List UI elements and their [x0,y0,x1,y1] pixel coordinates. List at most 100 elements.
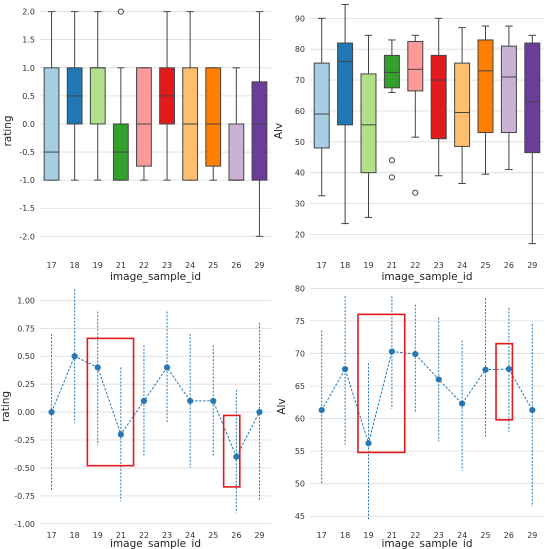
y-tick-label: 1.00 [17,296,35,305]
y-tick-label: 65 [295,382,305,391]
y-tick-label: 50 [295,480,305,489]
x-tick-label: 21 [387,261,397,270]
panel-top-left-rating-boxplot: -2.0 -1.5 -1.0 -0.5 0.0 0.5 1.0 1.5 2.0 17 18 19 21 2… [2,8,271,283]
y-tick-label: 80 [295,284,305,293]
data-point [71,353,78,360]
y-axis-label: Alv [276,398,288,414]
panel-top-right-alv-boxplot: 20 30 40 50 60 70 80 90 17 18 19 21 22 23 24 25 26 29 imag… [273,3,544,283]
y-tick-label: 0.75 [17,324,35,333]
x-tick-label: 25 [480,531,490,540]
box-22 [136,67,152,167]
x-tick-label: 25 [480,261,490,270]
box-26 [228,123,245,181]
y-axis-label: Alv [273,123,285,139]
y-tick-label: 0.25 [17,380,35,389]
x-tick-label: 18 [340,261,350,270]
x-tick-label: 19 [363,261,373,270]
x-tick-label: 22 [410,261,420,270]
outlier-point [117,8,124,15]
y-tick-label: 55 [295,447,305,456]
data-point [233,453,240,460]
x-tick-label: 24 [185,531,195,540]
box-29 [524,42,541,154]
box-21 [383,54,400,89]
x-tick-label: 29 [254,261,264,270]
x-tick-label: 29 [527,261,537,270]
data-point [529,406,536,414]
panel-bottom-right-alv-pointplot: 45 50 55 60 65 70 75 80 17 18 19 21 22 23 24 25 26 29 imag… [276,284,544,549]
y-tick-label: 0.50 [17,352,35,361]
box-29 [251,81,268,181]
x-tick-label: 25 [208,261,218,270]
x-tick-label: 17 [46,261,56,270]
y-tick-label: 0.00 [17,408,35,417]
y-tick-label: -2.0 [19,232,35,241]
data-point [140,397,148,405]
box-26 [500,45,517,134]
box-18 [337,42,354,126]
box-19 [360,73,377,174]
y-tick-label: 50 [295,138,305,147]
x-axis-label: image_sample_id [110,538,201,549]
x-tick-label: 18 [70,261,80,270]
box-22 [407,40,424,92]
x-tick-label: 29 [527,531,537,540]
data-point [388,348,395,355]
y-tick-label: 1.0 [22,64,35,73]
x-tick-label: 18 [70,531,80,540]
outlier-point [388,157,395,164]
y-tick-label: 70 [295,349,305,358]
data-point [187,397,194,405]
x-axis-label: image_sample_id [382,271,473,283]
x-tick-label: 22 [139,261,149,270]
outlier-point [388,174,395,181]
highlight-box [495,342,514,421]
box-17 [43,67,60,181]
x-tick-label: 23 [162,261,172,270]
y-tick-label: -0.75 [14,492,35,501]
y-tick-label: 1.5 [22,36,35,45]
x-tick-label: 21 [116,531,126,540]
data-point [365,440,372,447]
x-tick-label: 26 [504,261,514,270]
y-tick-label: 90 [295,14,305,23]
x-tick-label: 26 [231,261,241,270]
data-point [117,431,124,438]
y-tick-label: -0.5 [19,148,35,157]
x-tick-label: 29 [254,531,264,540]
x-tick-label: 18 [340,531,350,540]
box-23 [430,54,447,140]
x-tick-label: 19 [93,531,103,540]
box-25 [205,67,222,167]
x-tick-label: 23 [434,531,444,540]
x-tick-label: 26 [504,531,514,540]
y-tick-label: 80 [295,45,305,54]
x-axis-label: image_sample_id [382,538,473,549]
x-tick-label: 22 [139,531,149,540]
y-tick-label: 2.0 [22,8,35,17]
x-tick-label: 23 [434,261,444,270]
x-tick-label: 25 [208,531,218,540]
y-tick-label: -1.5 [19,204,35,213]
y-tick-label: 0.0 [22,120,35,129]
y-tick-label: 60 [295,107,305,116]
highlight-box [86,337,135,467]
data-point [342,365,349,373]
panel-bottom-left-rating-pointplot: -1.00 -0.75 -0.50 -0.25 0.00 0.25 0.50 0.75 1.00… [0,289,271,549]
data-point [256,408,263,416]
highlight-box [222,414,241,488]
x-axis-label: image_sample_id [110,271,201,283]
y-axis-label: rating [2,115,14,146]
data-point [459,400,466,407]
y-tick-label: -0.50 [14,464,35,473]
outlier-point [412,189,419,196]
x-tick-label: 17 [317,531,327,540]
y-axis-label: rating [0,391,12,422]
x-tick-label: 24 [457,261,467,270]
x-tick-label: 19 [363,531,373,540]
y-tick-label: 30 [295,200,305,209]
data-point [94,364,101,371]
series-line [321,350,533,446]
y-tick-label: 60 [295,415,305,424]
